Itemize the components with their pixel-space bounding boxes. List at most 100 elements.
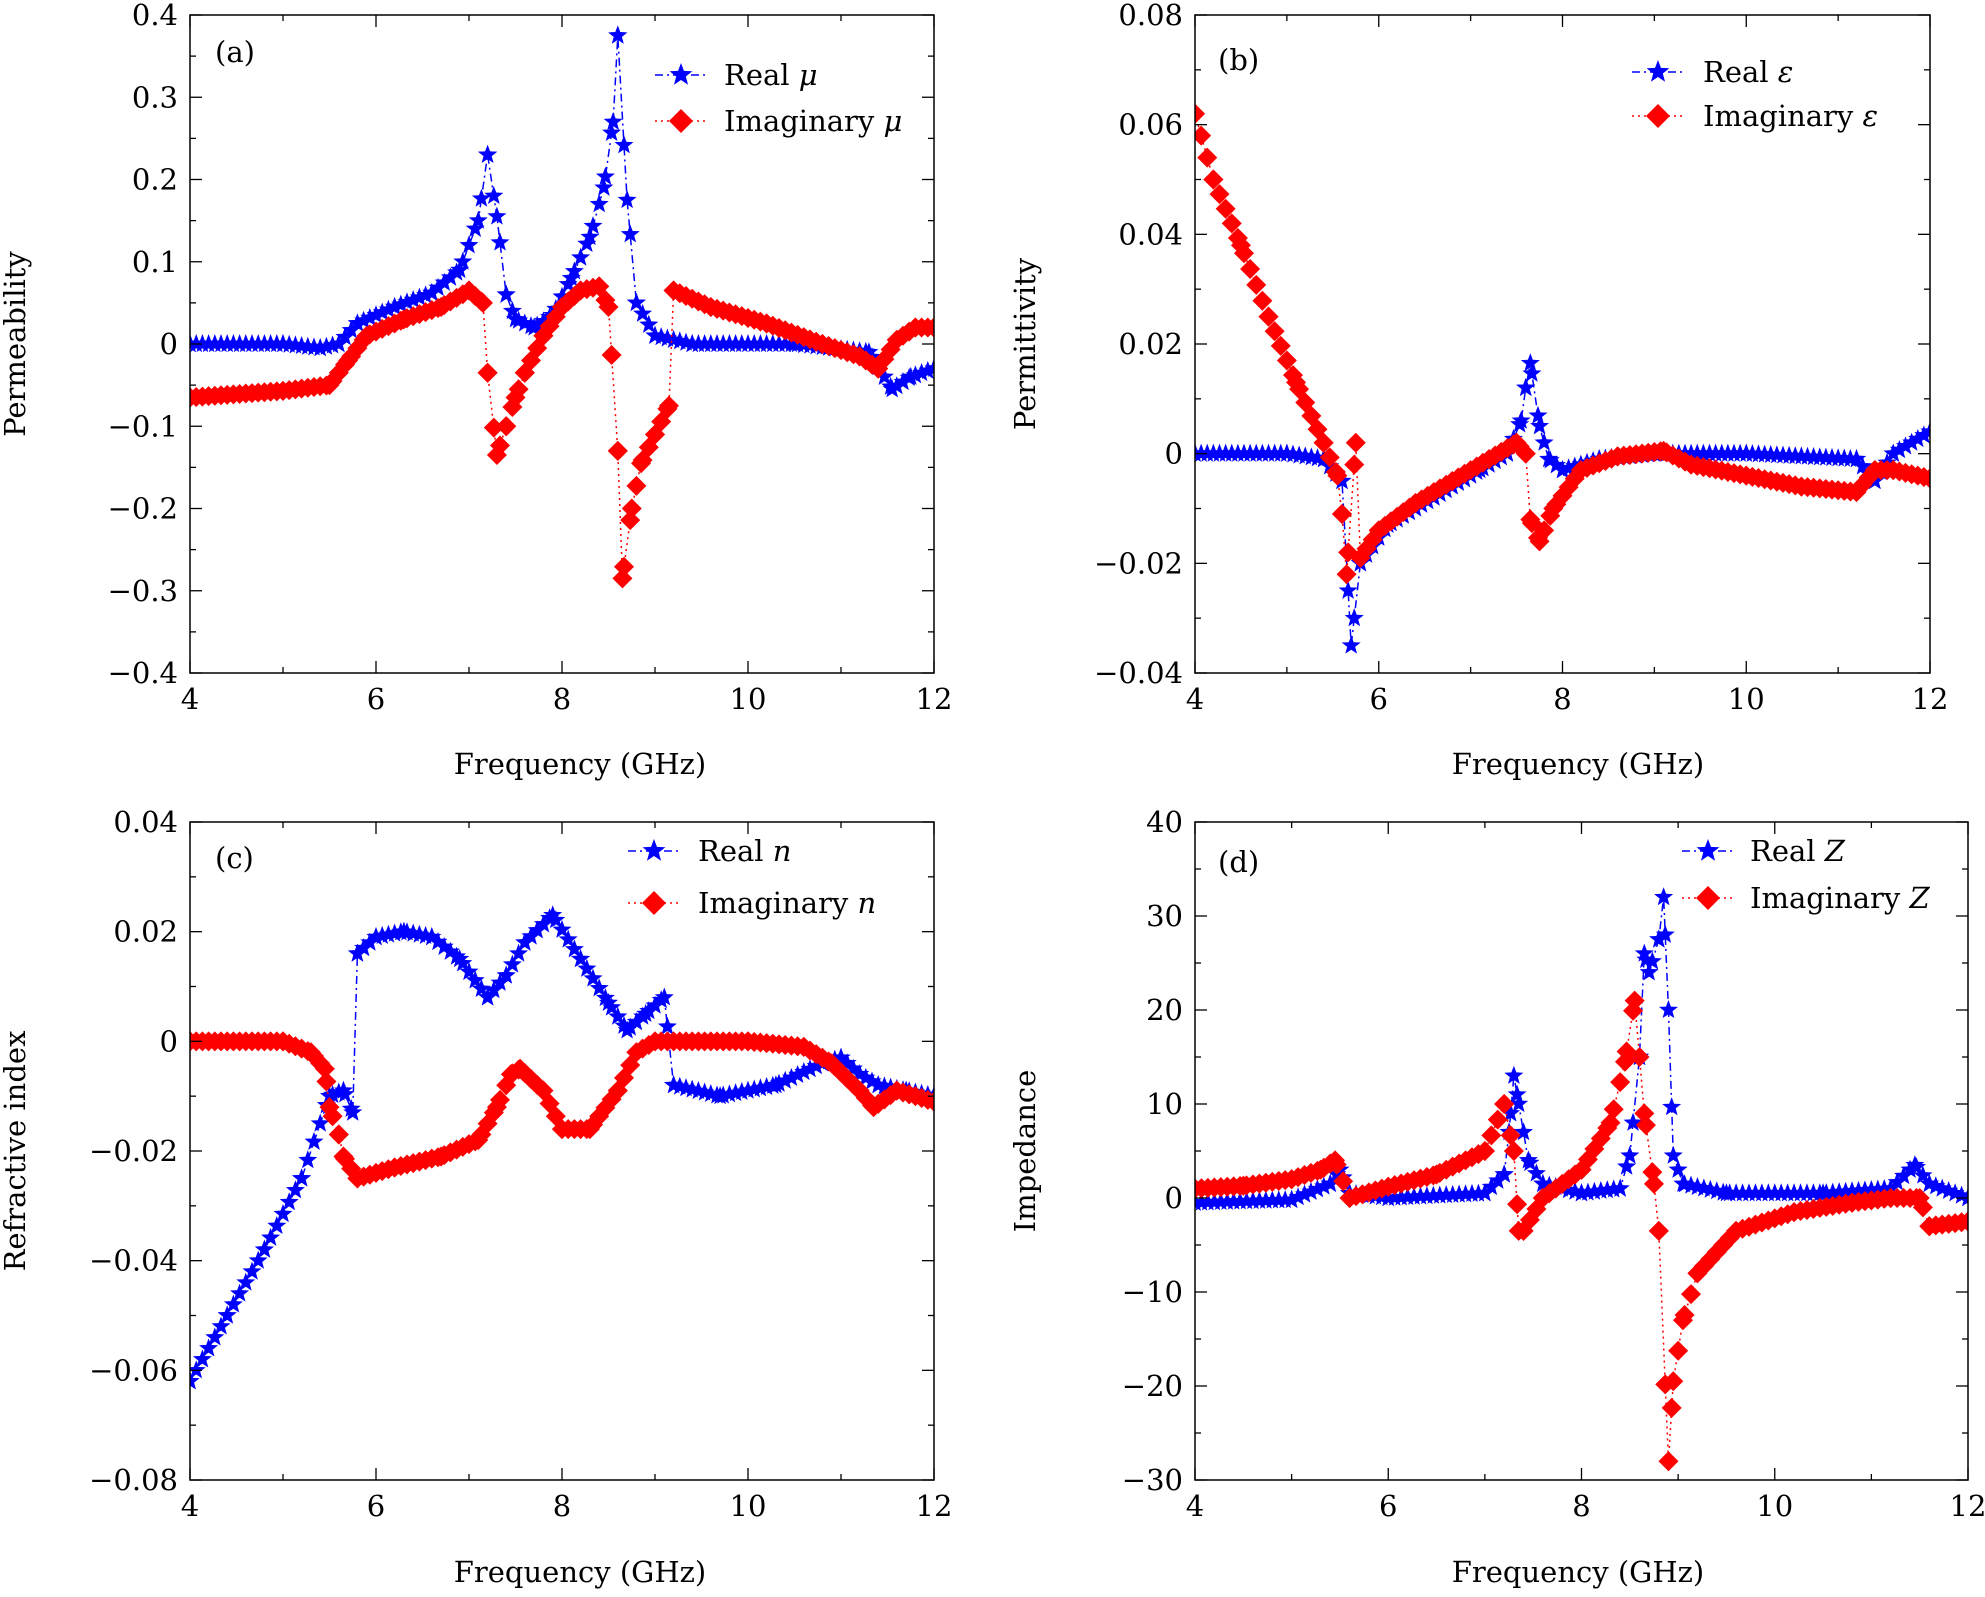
legend-text-imaginary: Imaginary — [724, 104, 875, 138]
data-point-star — [1945, 1183, 1965, 1202]
data-point-star — [726, 1083, 746, 1102]
series-layer — [190, 905, 934, 1390]
legend-label-imaginary: Imaginary μ — [724, 104, 902, 138]
data-point-star — [490, 972, 510, 991]
data-point-star — [248, 1250, 268, 1269]
data-point-star — [594, 177, 614, 196]
data-point-star — [1883, 443, 1903, 462]
data-point-star — [1881, 1178, 1901, 1197]
data-point-diamond — [1336, 564, 1357, 585]
data-point-star — [484, 980, 504, 999]
data-point-star — [1430, 1185, 1450, 1204]
data-point-star — [1443, 1184, 1463, 1203]
data-point-star — [905, 365, 925, 384]
data-point-diamond — [1319, 447, 1340, 468]
data-point-star — [236, 1272, 256, 1291]
data-point-diamond — [1326, 1154, 1347, 1175]
data-point-diamond — [1643, 1173, 1664, 1194]
data-point-star — [750, 1078, 770, 1097]
data-point-star — [1662, 1097, 1682, 1116]
y-tick-label: 0 — [1165, 437, 1183, 471]
data-point-star — [738, 1080, 758, 1099]
data-point-star — [1889, 440, 1909, 459]
data-point-diamond — [322, 1106, 343, 1127]
data-point-star — [1526, 1163, 1546, 1182]
data-point-star — [543, 905, 563, 924]
data-point-star — [292, 1168, 312, 1187]
x-axis-title: Frequency (GHz) — [454, 747, 706, 781]
data-point-diamond — [621, 498, 642, 519]
data-point-star — [527, 315, 547, 334]
data-point-star — [589, 978, 609, 997]
data-point-star — [1528, 405, 1548, 424]
data-point-star — [626, 292, 646, 311]
data-point-diamond — [1195, 125, 1212, 146]
data-point-star — [1507, 1084, 1527, 1103]
series-real — [190, 905, 934, 1390]
data-point-star — [192, 1349, 212, 1368]
data-point-star — [639, 1001, 659, 1020]
data-point-star — [887, 376, 907, 395]
y-tick-label: −0.06 — [89, 1353, 178, 1387]
data-point-star — [546, 910, 566, 929]
data-point-star — [1436, 1185, 1456, 1204]
data-point-star — [1462, 1183, 1482, 1203]
panel-b: 4 6 8 10 12 −0.04 −0.02 0 0.02 0.04 0.06 0.08 (b) P… — [1008, 0, 1948, 781]
data-point-star — [428, 277, 448, 296]
data-point-star — [1913, 1165, 1933, 1184]
y-tick-label: 40 — [1146, 805, 1183, 839]
legend-symbol-imaginary: Z — [1909, 881, 1931, 915]
legend-marker-imaginary — [642, 891, 666, 915]
data-point-star — [1868, 1179, 1888, 1198]
data-point-star — [360, 932, 380, 951]
data-point-star — [552, 919, 572, 938]
data-point-diamond — [1500, 1125, 1521, 1146]
data-point-diamond — [1240, 259, 1261, 280]
data-point-star — [580, 227, 600, 246]
data-point-star — [223, 1294, 243, 1313]
x-tick-label: 6 — [1379, 1489, 1397, 1523]
data-point-star — [859, 342, 879, 361]
data-point-star — [515, 932, 535, 951]
x-tick-label: 12 — [916, 1489, 953, 1523]
data-point-star — [1565, 456, 1585, 475]
data-point-star — [1468, 1183, 1488, 1202]
data-point-diamond — [1481, 1125, 1502, 1146]
data-point-star — [1494, 1164, 1514, 1183]
data-point-diamond — [607, 440, 628, 461]
legend-symbol-real: Z — [1824, 834, 1846, 868]
data-point-star — [496, 284, 516, 303]
data-point-star — [757, 1077, 777, 1096]
data-point-star — [657, 1016, 677, 1035]
data-point-star — [521, 926, 541, 945]
data-point-star — [527, 920, 547, 939]
data-point-star — [1623, 1112, 1643, 1131]
data-point-diamond — [490, 1089, 510, 1110]
data-point-star — [279, 1192, 299, 1211]
y-axis-title: Permeability — [0, 251, 32, 437]
data-point-diamond — [508, 379, 529, 400]
data-point-star — [1604, 1179, 1624, 1198]
data-point-star — [1597, 1180, 1617, 1199]
data-point-diamond — [626, 475, 647, 496]
data-point-star — [571, 247, 591, 266]
legend-symbol-imaginary: μ — [884, 104, 903, 138]
data-point-star — [416, 285, 436, 304]
data-point-diamond — [1912, 1197, 1933, 1218]
panel-c: 4 6 8 10 12 −0.08 −0.06 −0.04 −0.02 0 0.02 0.04 (c)… — [0, 805, 952, 1589]
data-point-star — [343, 1102, 363, 1121]
data-point-star — [1855, 1180, 1875, 1199]
data-point-diamond — [477, 362, 498, 383]
data-point-diamond — [1252, 290, 1273, 311]
data-point-star — [242, 1261, 262, 1280]
data-point-diamond — [472, 292, 493, 313]
data-point-star — [794, 1062, 814, 1081]
data-point-star — [1307, 1179, 1327, 1198]
legend-label-imaginary: Imaginary Z — [1750, 881, 1931, 915]
data-point-star — [1504, 1065, 1524, 1084]
data-point-diamond — [1345, 432, 1366, 453]
y-tick-label: 0.04 — [113, 805, 178, 839]
data-point-star — [620, 1017, 640, 1036]
data-point-diamond — [328, 1124, 349, 1145]
data-point-diamond — [1503, 1141, 1524, 1161]
